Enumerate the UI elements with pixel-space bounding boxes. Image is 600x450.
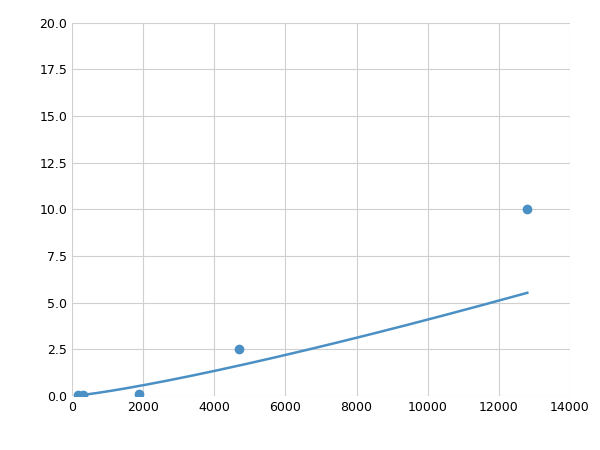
Point [79, 391, 88, 398]
Point [73, 392, 82, 399]
Point [523, 206, 532, 213]
Point [134, 390, 143, 397]
Point [234, 346, 244, 353]
